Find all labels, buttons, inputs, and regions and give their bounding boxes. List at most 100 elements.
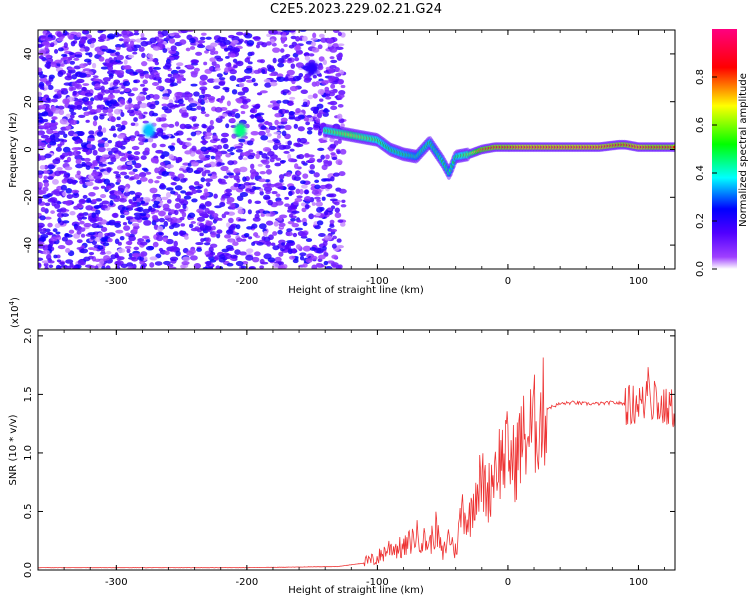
spectrogram-cell: [263, 79, 271, 83]
spectrogram-cell: [175, 250, 181, 257]
spectrogram-cell: [179, 216, 185, 221]
spectrogram-cell: [277, 57, 285, 64]
spectrogram-cell: [252, 217, 261, 222]
spectrogram-cell: [167, 145, 174, 149]
spectrogram-cell: [193, 123, 200, 127]
spectrogram-cell: [100, 185, 106, 189]
spectrogram-cell: [324, 93, 331, 97]
spectrogram-cell: [139, 176, 148, 182]
spectrogram-cell: [327, 207, 333, 211]
spectrogram-cell: [124, 187, 129, 193]
spectrogram-cell: [221, 213, 227, 219]
spectrogram-cell: [281, 242, 286, 246]
spectrogram-cell: [266, 133, 272, 137]
spectrogram-cell: [337, 219, 344, 223]
spectrogram-cell: [184, 91, 191, 95]
spectrogram-cell: [44, 266, 49, 269]
spectrogram-xtick-label: -300: [105, 276, 128, 287]
spectrogram-cell: [310, 255, 318, 261]
spectrogram-cell: [272, 57, 277, 64]
spectrogram-cell: [75, 139, 82, 144]
spectrogram-cell: [198, 154, 206, 160]
spectrogram-cell: [120, 263, 128, 269]
snr-frame: [37, 329, 676, 571]
spectrogram-cell: [134, 122, 139, 127]
spectrogram-cell: [317, 44, 323, 50]
spectrogram-cell: [284, 124, 292, 131]
spectrogram-cell: [82, 212, 89, 216]
spectrogram-cell: [109, 154, 116, 160]
spectrogram-cell: [168, 35, 174, 39]
spectrogram-ridge-core: [672, 145, 675, 149]
spectrogram-cell: [155, 253, 162, 259]
spectrogram-cell: [92, 186, 100, 190]
spectrogram-cell: [54, 170, 62, 177]
spectrogram-cell: [128, 54, 135, 59]
spectrogram-cell: [54, 203, 61, 209]
spectrogram-cell: [316, 158, 323, 163]
spectrogram-cell: [158, 247, 164, 252]
spectrogram-cell: [125, 232, 131, 237]
spectrogram-cell: [259, 265, 265, 269]
spectrogram-cell: [243, 181, 251, 186]
spectrogram-cell: [204, 50, 210, 54]
spectrogram-cell: [232, 64, 238, 69]
spectrogram-cell: [187, 162, 192, 167]
spectrogram-cell: [283, 43, 288, 48]
spectrogram-cell: [338, 188, 347, 194]
spectrogram-cell: [115, 173, 121, 178]
spectrogram-cell: [273, 139, 281, 144]
spectrogram-cell: [104, 89, 110, 94]
spectrogram-cell: [38, 55, 44, 60]
spectrogram-cell: [213, 216, 219, 222]
spectrogram-cell: [201, 123, 207, 129]
spectrogram-xlabel: Height of straight line (km): [288, 285, 424, 296]
spectrogram-cell: [288, 185, 296, 191]
spectrogram-cell: [323, 160, 332, 167]
spectrogram-cell: [120, 214, 125, 219]
spectrogram-cell: [92, 149, 98, 156]
spectrogram-cell: [57, 47, 64, 52]
spectrogram-cell: [68, 229, 75, 234]
spectrogram-cell: [284, 196, 290, 200]
spectrogram-cell: [139, 102, 148, 109]
spectrogram-cell: [315, 118, 321, 124]
spectrogram-cell: [185, 142, 192, 147]
spectrogram-cell: [288, 255, 296, 260]
spectrogram-cell: [254, 103, 260, 110]
spectrogram-cell: [322, 240, 328, 247]
spectrogram-cell: [244, 123, 250, 129]
spectrogram-cell: [79, 48, 86, 52]
spectrogram-cell: [90, 235, 95, 240]
spectrogram-cell: [101, 200, 110, 205]
spectrogram-cell: [76, 170, 81, 176]
spectrogram-cell: [195, 241, 204, 246]
spectrogram-cell: [86, 100, 94, 106]
spectrogram-cell: [267, 150, 275, 157]
spectrogram-cell: [340, 84, 346, 89]
spectrogram-cell: [226, 262, 234, 267]
spectrogram-cell: [213, 85, 221, 90]
spectrogram-cell: [299, 137, 308, 144]
spectrogram-cell: [128, 235, 136, 242]
spectrogram-cell: [315, 212, 321, 217]
spectrogram-cell: [332, 172, 340, 177]
spectrogram-cell: [82, 30, 88, 34]
spectrogram-cell: [338, 90, 346, 96]
spectrogram-cell: [168, 154, 175, 160]
spectrogram-cell: [255, 210, 261, 214]
spectrogram-cell: [319, 206, 325, 212]
spectrogram-cell: [177, 98, 184, 105]
spectrogram-cell: [214, 63, 221, 70]
spectrogram-cell: [86, 143, 93, 149]
spectrogram-cell: [329, 228, 338, 233]
spectrogram-cell: [126, 262, 134, 267]
spectrogram-cell: [149, 187, 158, 194]
snr-ylabel: SNR (10 * v/v): [8, 414, 19, 485]
spectrogram-cell: [200, 146, 208, 152]
spectrogram-cell: [65, 200, 72, 206]
spectrogram-cell: [119, 198, 127, 203]
spectrogram-cell: [178, 140, 183, 146]
spectrogram-cell: [45, 80, 52, 86]
spectrogram-cell: [173, 132, 180, 136]
